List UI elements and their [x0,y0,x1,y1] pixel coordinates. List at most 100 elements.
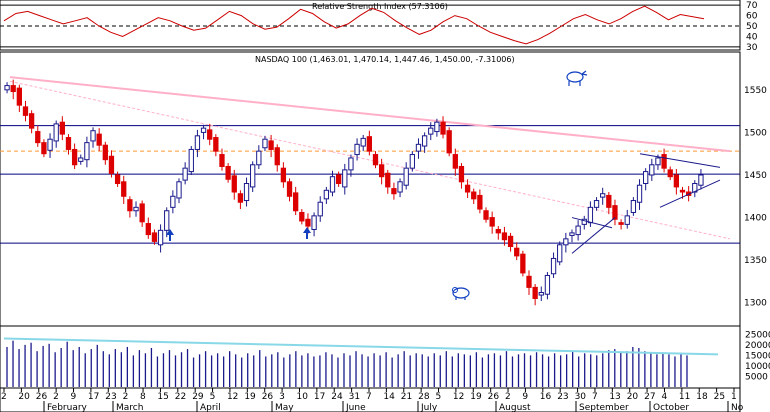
candle-body [415,143,422,152]
candle [139,200,145,227]
major-trendline [9,76,731,153]
candle [299,209,305,225]
candle-body [372,154,379,166]
candle-body [348,157,354,171]
candle-body [649,164,655,176]
month-label: August [499,403,531,412]
price-tick-label: 1350 [744,256,767,266]
day-tick-label: 20 [627,392,639,402]
candle [446,127,452,157]
candle [16,84,22,112]
day-tick-label: 26 [262,392,274,402]
candle [102,141,108,165]
candle-body [391,188,397,195]
candle-body [544,274,551,295]
candle-body [409,154,415,169]
price-layer: 1300 1350 1400 1450 1500 1550 [0,76,767,309]
candle-body [569,232,575,236]
volume-panel [0,325,741,389]
candle [41,139,47,158]
candle-body [581,218,587,225]
candle-body [483,210,489,220]
day-tick-label: 12 [453,392,464,402]
candle-body [250,164,256,188]
rsi-line [3,5,705,45]
candle [133,201,139,217]
rsi-tick-label: 60 [746,12,758,22]
candle-body [164,210,170,231]
candle [274,144,280,172]
candle [415,138,422,159]
candle [127,196,133,218]
candle [483,207,489,223]
day-tick-label: 23 [557,392,568,402]
candle [65,134,72,155]
candle-body [151,232,158,242]
volume-tick-label: 25000 [745,330,770,340]
candle [53,120,59,148]
candle [618,219,624,230]
day-tick-label: 15 [157,392,168,402]
candle-body [102,144,108,161]
candle [108,150,115,178]
candle-body [262,138,268,149]
candle-body [200,127,207,133]
channel-line [571,217,616,254]
candle-body [643,171,649,185]
candle-body [231,175,237,193]
candle [526,270,532,296]
candle [323,186,330,204]
candle [421,132,428,153]
day-tick-label: 2 [1,392,7,402]
candle-body [16,87,22,106]
rsi-tick-label: 40 [746,32,758,42]
candle [550,252,557,279]
day-tick-label: 16 [540,392,552,402]
day-tick-label: 14 [383,392,395,402]
rsi-tick-label: 50 [746,22,758,32]
candle-body [452,154,458,169]
candle [606,192,612,215]
candle [385,169,391,194]
day-tick-label: 23 [105,392,116,402]
candle-body [280,167,287,183]
day-tick-label: 29 [192,392,204,402]
candle [262,135,268,152]
candle-body [514,247,520,257]
bull-icon [566,70,588,86]
day-tick-label: 21 [401,392,412,402]
candle-body [606,194,612,208]
day-tick-label: 12 [227,392,238,402]
candle-body [397,181,403,193]
day-tick-label: 19 [244,392,256,402]
month-label: September [579,403,629,412]
date-axis [0,387,741,412]
candle-body [121,181,127,197]
candle [329,170,336,197]
candle [243,177,250,207]
candle-body [53,123,59,142]
candle [489,211,495,234]
volume-tick-label: 15000 [745,351,770,361]
volume-tick-label: 20000 [745,341,770,351]
candle [532,283,538,306]
candle [293,186,299,216]
candle-body [403,167,409,186]
candle [90,127,96,148]
candle [348,154,354,177]
candle [170,190,176,214]
support-arrow-may [303,227,311,239]
candle-body [538,291,544,296]
candle-body [10,85,16,93]
candle-body [440,121,446,135]
candle-body [207,129,213,140]
candle [612,199,618,226]
candle [256,145,262,170]
candle-body [563,238,569,246]
day-tick-label: 19 [470,392,482,402]
candle-body [170,195,176,208]
candle [452,148,458,176]
day-tick-label: 8 [140,392,146,402]
candle [213,134,219,157]
